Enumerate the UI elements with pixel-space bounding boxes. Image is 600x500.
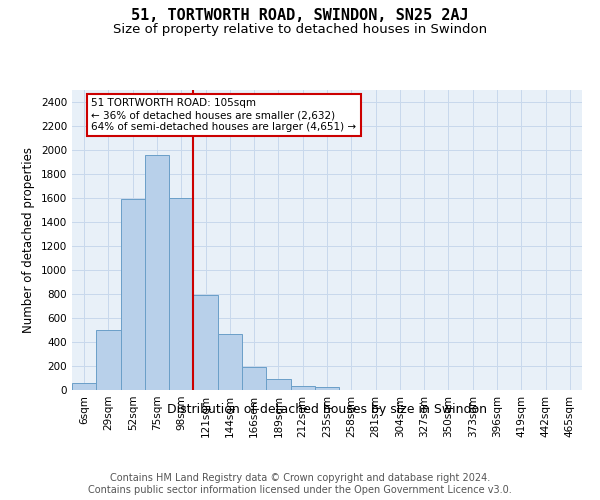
Bar <box>193 295 218 390</box>
Bar <box>145 155 169 390</box>
Bar <box>266 379 290 390</box>
Text: 51 TORTWORTH ROAD: 105sqm
← 36% of detached houses are smaller (2,632)
64% of se: 51 TORTWORTH ROAD: 105sqm ← 36% of detac… <box>91 98 356 132</box>
Bar <box>169 198 193 390</box>
Bar <box>96 330 121 390</box>
Text: Distribution of detached houses by size in Swindon: Distribution of detached houses by size … <box>167 402 487 415</box>
Y-axis label: Number of detached properties: Number of detached properties <box>22 147 35 333</box>
Text: Contains HM Land Registry data © Crown copyright and database right 2024.
Contai: Contains HM Land Registry data © Crown c… <box>88 474 512 495</box>
Text: Size of property relative to detached houses in Swindon: Size of property relative to detached ho… <box>113 22 487 36</box>
Bar <box>72 383 96 390</box>
Bar <box>290 386 315 390</box>
Bar <box>315 387 339 390</box>
Bar <box>121 199 145 390</box>
Bar <box>242 366 266 390</box>
Bar <box>218 334 242 390</box>
Text: 51, TORTWORTH ROAD, SWINDON, SN25 2AJ: 51, TORTWORTH ROAD, SWINDON, SN25 2AJ <box>131 8 469 22</box>
